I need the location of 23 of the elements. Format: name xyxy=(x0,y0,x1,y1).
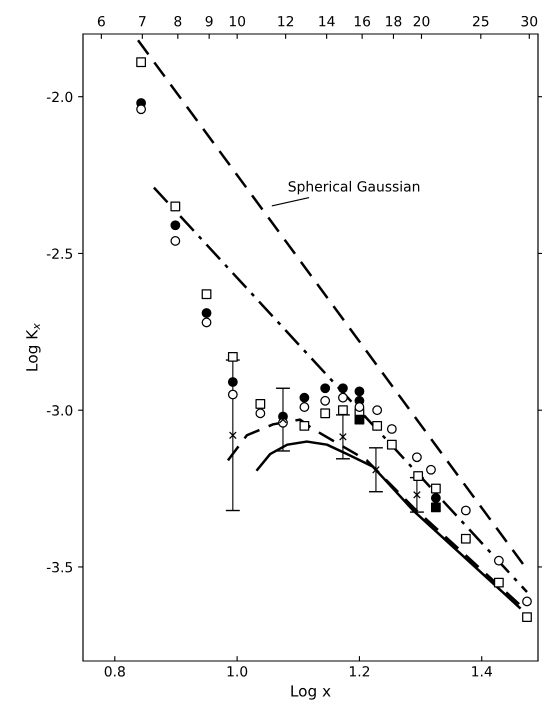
x2-tick-label: 16 xyxy=(354,16,370,26)
x-tick-label: 0.8 xyxy=(104,666,125,677)
y-tick-label: -3.5 xyxy=(46,562,72,572)
x2-tick-label: 25 xyxy=(472,16,488,26)
x2-tick-label: 9 xyxy=(206,16,213,26)
x2-tick-label: 20 xyxy=(414,16,430,26)
x2-tick-label: 10 xyxy=(230,16,246,26)
x-tick-label: 1.2 xyxy=(350,666,370,676)
x-tick-label: 1.0 xyxy=(228,666,248,677)
x2-tick-label: 14 xyxy=(319,16,335,26)
x2-tick-label: 6 xyxy=(98,16,105,26)
y-tick-label: -2.0 xyxy=(46,92,72,102)
x2-tick-label: 8 xyxy=(174,16,182,26)
x2-tick-label: 12 xyxy=(278,16,294,26)
y-tick-label: -3.0 xyxy=(46,405,72,416)
annotation: Spherical Gaussian xyxy=(288,180,420,194)
x-axis-title: Log x xyxy=(291,685,331,700)
x2-tick-label: 7 xyxy=(139,16,146,26)
x2-tick-label: 18 xyxy=(386,16,402,26)
x2-tick-label: 30 xyxy=(522,16,538,26)
y-tick-label: -2.5 xyxy=(46,248,72,259)
x-tick-label: 1.4 xyxy=(472,666,492,676)
y-axis-title: Log K$_{x}$ xyxy=(26,323,41,371)
